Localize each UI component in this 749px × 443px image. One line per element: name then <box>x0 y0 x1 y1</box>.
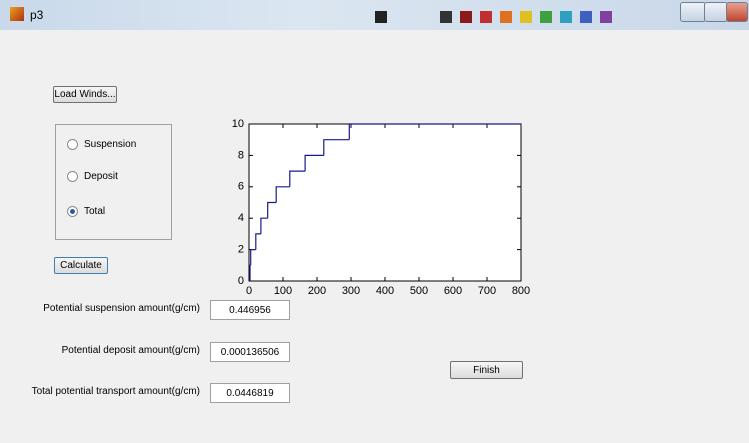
swatch <box>540 11 552 23</box>
x-tick-label: 0 <box>246 285 252 297</box>
x-tick-label: 400 <box>376 285 394 297</box>
app-icon <box>10 7 24 21</box>
close-button[interactable] <box>726 2 748 22</box>
field-value[interactable]: 0.446956 <box>210 300 290 320</box>
radio-dot[interactable] <box>67 206 78 217</box>
swatch <box>480 11 492 23</box>
load-button[interactable]: Load Winds... <box>53 86 117 103</box>
x-tick-label: 300 <box>342 285 360 297</box>
calculate-button[interactable]: Calculate <box>54 257 108 274</box>
swatch <box>440 11 452 23</box>
step-segment <box>304 154 324 172</box>
window-title: p3 <box>30 8 44 22</box>
x-tick-label: 500 <box>410 285 428 297</box>
swatch <box>500 11 512 23</box>
y-tick-label: 0 <box>238 275 244 287</box>
title-bar: p3 <box>0 0 749 30</box>
x-tick-label: 800 <box>512 285 530 297</box>
radio-label: Total <box>84 206 106 217</box>
field-value[interactable]: 0.000136506 <box>210 342 290 362</box>
step-segment <box>249 264 251 281</box>
field-value[interactable]: 0.0446819 <box>210 383 290 403</box>
swatch <box>580 11 592 23</box>
y-tick-label: 10 <box>232 118 244 130</box>
radio-option[interactable]: Total <box>67 206 105 217</box>
finish-button[interactable]: Finish <box>450 361 523 379</box>
radio-label: Suspension <box>84 139 137 150</box>
step-segment <box>250 249 256 266</box>
step-segment <box>289 170 306 187</box>
y-tick-label: 8 <box>238 149 244 161</box>
x-tick-label: 700 <box>478 285 496 297</box>
y-tick-label: 2 <box>238 244 244 256</box>
radio-option[interactable]: Suspension <box>67 139 136 150</box>
field-label: Potential suspension amount(g/cm) <box>43 303 200 314</box>
step-segment <box>255 233 261 250</box>
swatch <box>520 11 532 23</box>
x-tick-label: 600 <box>444 285 462 297</box>
radio-option[interactable]: Deposit <box>67 171 118 182</box>
radio-dot[interactable] <box>67 171 78 182</box>
radio-panel <box>55 124 172 240</box>
radio-dot[interactable] <box>67 139 78 150</box>
x-tick-label: 100 <box>274 285 292 297</box>
plot-area <box>248 123 522 282</box>
y-tick-label: 6 <box>238 181 244 193</box>
step-segment <box>267 201 277 219</box>
swatch <box>460 11 472 23</box>
swatch <box>560 11 572 23</box>
step-segment <box>275 186 290 203</box>
y-tick-label: 4 <box>238 212 244 224</box>
step-segment <box>348 123 521 140</box>
step-segment <box>323 139 350 156</box>
swatch <box>375 11 387 23</box>
swatch <box>600 11 612 23</box>
field-label: Potential deposit amount(g/cm) <box>61 345 200 356</box>
x-tick-label: 200 <box>308 285 326 297</box>
step-segment <box>260 217 268 234</box>
radio-label: Deposit <box>84 171 118 182</box>
field-label: Total potential transport amount(g/cm) <box>31 386 200 397</box>
